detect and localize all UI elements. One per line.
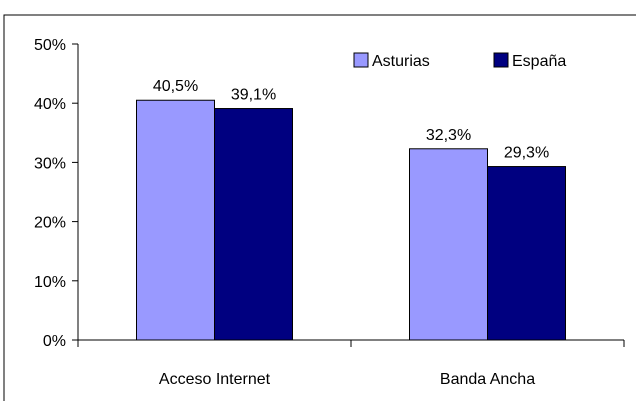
bar-espana xyxy=(487,166,566,341)
legend-swatch-asturias xyxy=(353,52,369,68)
data-label: 40,5% xyxy=(153,78,198,95)
data-label: 32,3% xyxy=(426,127,471,144)
y-tick-label: 40% xyxy=(34,96,66,113)
data-label: 29,3% xyxy=(504,145,549,162)
chart-frame xyxy=(3,14,636,401)
bar-espana xyxy=(214,108,293,341)
y-tick-label: 30% xyxy=(34,155,66,172)
y-tick-label: 0% xyxy=(43,333,66,350)
bar-asturias xyxy=(409,148,488,341)
legend-label-espana: España xyxy=(512,53,566,70)
y-tick-label: 20% xyxy=(34,215,66,232)
y-tick-label: 10% xyxy=(34,274,66,291)
legend-label-asturias: Asturias xyxy=(372,53,430,70)
x-category-label: Acceso Internet xyxy=(159,371,271,388)
legend-swatch-espana xyxy=(493,52,509,68)
y-tick-label: 50% xyxy=(34,37,66,54)
bar-asturias xyxy=(136,99,215,341)
x-category-label: Banda Ancha xyxy=(440,371,535,388)
data-label: 39,1% xyxy=(231,87,276,104)
